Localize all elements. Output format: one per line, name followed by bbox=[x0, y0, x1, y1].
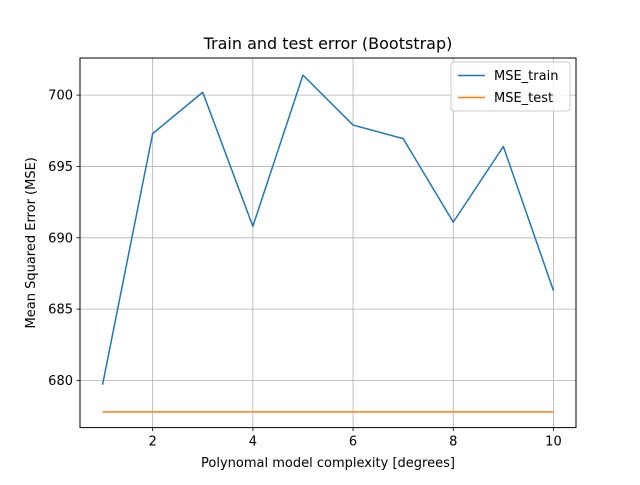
legend-label: MSE_train bbox=[494, 69, 558, 84]
y-tick-label: 695 bbox=[48, 160, 73, 175]
y-axis-label: Mean Squared Error (MSE) bbox=[24, 157, 39, 328]
x-tick-label: 6 bbox=[349, 435, 357, 450]
x-tick-label: 2 bbox=[149, 435, 157, 450]
legend-box bbox=[450, 61, 571, 112]
x-tick-label: 4 bbox=[249, 435, 257, 450]
x-tick-label: 10 bbox=[545, 435, 562, 450]
y-tick-label: 685 bbox=[48, 303, 73, 318]
chart-title: Train and test error (Bootstrap) bbox=[203, 34, 453, 53]
series-line-mse-train bbox=[101, 74, 555, 385]
y-tick-label: 690 bbox=[48, 231, 73, 246]
series-group bbox=[101, 74, 555, 413]
legend-label: MSE_test bbox=[494, 91, 553, 106]
plot-area-frame bbox=[79, 57, 577, 429]
x-tick-label: 8 bbox=[449, 435, 457, 450]
legend: MSE_train MSE_test bbox=[450, 61, 571, 112]
y-tick-label: 700 bbox=[48, 89, 73, 104]
y-tick-label: 680 bbox=[48, 374, 73, 389]
axis-ticks: 2 4 6 8 10 680 685 690 695 700 bbox=[48, 89, 562, 450]
x-axis-label: Polynomal model complexity [degrees] bbox=[201, 456, 455, 471]
